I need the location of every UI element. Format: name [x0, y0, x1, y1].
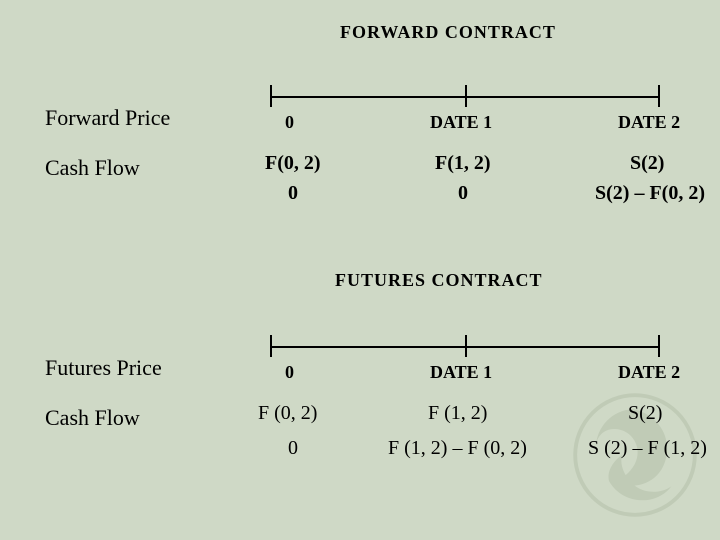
- forward-price-c1: F(1, 2): [435, 152, 491, 175]
- futures-price-label: Futures Price: [45, 355, 162, 381]
- forward-cash-c1: 0: [458, 182, 468, 205]
- futures-heading: FUTURES CONTRACT: [335, 270, 543, 291]
- futures-cash-c1: F (1, 2) – F (0, 2): [388, 437, 527, 460]
- futures-cashflow-label: Cash Flow: [45, 405, 140, 431]
- forward-price-c2: S(2): [630, 152, 664, 175]
- forward-price-label: Forward Price: [45, 105, 170, 131]
- forward-cashflow-label: Cash Flow: [45, 155, 140, 181]
- forward-ticklabel-2: DATE 2: [618, 112, 680, 133]
- futures-cash-c0: 0: [288, 437, 298, 460]
- forward-timeline: [270, 85, 660, 107]
- forward-tick-1: [465, 85, 467, 107]
- forward-cash-c0: 0: [288, 182, 298, 205]
- forward-tick-2: [658, 85, 660, 107]
- futures-price-c2: S(2): [628, 402, 662, 425]
- futures-ticklabel-0: 0: [285, 362, 294, 383]
- futures-ticklabel-2: DATE 2: [618, 362, 680, 383]
- futures-tick-0: [270, 335, 272, 357]
- futures-price-c0: F (0, 2): [258, 402, 317, 425]
- futures-ticklabel-1: DATE 1: [430, 362, 492, 383]
- forward-tick-0: [270, 85, 272, 107]
- forward-price-c0: F(0, 2): [265, 152, 321, 175]
- forward-ticklabel-1: DATE 1: [430, 112, 492, 133]
- futures-tick-2: [658, 335, 660, 357]
- forward-heading: FORWARD CONTRACT: [340, 22, 556, 43]
- futures-timeline: [270, 335, 660, 357]
- forward-cash-c2: S(2) – F(0, 2): [595, 182, 705, 205]
- futures-price-c1: F (1, 2): [428, 402, 487, 425]
- forward-ticklabel-0: 0: [285, 112, 294, 133]
- futures-cash-c2: S (2) – F (1, 2): [588, 437, 707, 460]
- futures-tick-1: [465, 335, 467, 357]
